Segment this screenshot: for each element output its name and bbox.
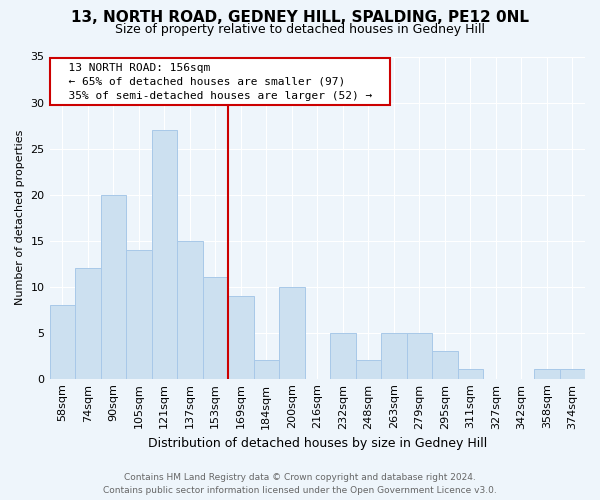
Text: 13, NORTH ROAD, GEDNEY HILL, SPALDING, PE12 0NL: 13, NORTH ROAD, GEDNEY HILL, SPALDING, P…: [71, 10, 529, 25]
Bar: [534, 370, 560, 378]
Text: Contains HM Land Registry data © Crown copyright and database right 2024.
Contai: Contains HM Land Registry data © Crown c…: [103, 474, 497, 495]
Bar: [50, 305, 75, 378]
Bar: [279, 286, 305, 378]
Bar: [126, 250, 152, 378]
Bar: [330, 332, 356, 378]
Bar: [381, 332, 407, 378]
Bar: [152, 130, 177, 378]
Bar: [177, 240, 203, 378]
Text: 13 NORTH ROAD: 156sqm
  ← 65% of detached houses are smaller (97)
  35% of semi-: 13 NORTH ROAD: 156sqm ← 65% of detached …: [55, 63, 386, 101]
Y-axis label: Number of detached properties: Number of detached properties: [15, 130, 25, 306]
Bar: [560, 370, 585, 378]
Bar: [101, 194, 126, 378]
Bar: [254, 360, 279, 378]
Bar: [228, 296, 254, 378]
Bar: [203, 278, 228, 378]
Bar: [356, 360, 381, 378]
Bar: [75, 268, 101, 378]
X-axis label: Distribution of detached houses by size in Gedney Hill: Distribution of detached houses by size …: [148, 437, 487, 450]
Bar: [407, 332, 432, 378]
Bar: [458, 370, 483, 378]
Bar: [432, 351, 458, 378]
Text: Size of property relative to detached houses in Gedney Hill: Size of property relative to detached ho…: [115, 22, 485, 36]
